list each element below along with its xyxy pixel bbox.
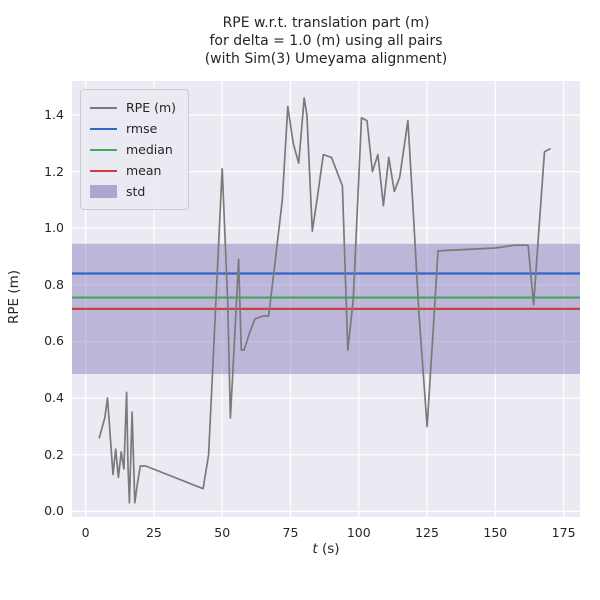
x-tick-label: 25 <box>145 525 162 540</box>
y-tick-label: 0.2 <box>44 446 64 462</box>
legend-label: median <box>126 142 173 157</box>
y-axis-label: RPE (m) <box>6 269 22 325</box>
legend-label: rmse <box>126 121 158 136</box>
y-tick-label: 0.8 <box>44 276 64 292</box>
legend-entry-rpe-m-: RPE (m) <box>90 97 176 118</box>
legend-label: mean <box>126 163 162 178</box>
y-tick-label: 0.6 <box>44 333 64 349</box>
x-tick-label: 125 <box>415 525 439 540</box>
y-tick-label: 0.0 <box>44 503 64 519</box>
legend-line-swatch-icon <box>90 148 117 151</box>
x-tick-label: 0 <box>81 525 90 540</box>
x-tick-label: 75 <box>282 525 299 540</box>
legend-band-swatch-icon <box>90 185 117 198</box>
legend-entry-mean: mean <box>90 160 176 181</box>
y-tick-label: 1.0 <box>44 220 64 236</box>
x-tick-label: 100 <box>346 525 371 540</box>
x-axis-label-variable: t <box>312 541 318 557</box>
chart-title-line-3: (with Sim(3) Umeyama alignment) <box>204 51 448 68</box>
legend-line-swatch-icon <box>90 127 117 130</box>
chart-title: RPE w.r.t. translation part (m) for delt… <box>72 14 580 69</box>
y-tick-label: 0.4 <box>44 390 64 406</box>
x-axis-label-unit: (s) <box>317 541 340 557</box>
legend-line-swatch-icon <box>90 106 117 109</box>
rpe-line <box>98 97 551 504</box>
legend-label: RPE (m) <box>126 100 177 115</box>
y-tick-label: 1.2 <box>44 163 64 179</box>
legend-label: std <box>126 184 146 199</box>
x-axis-label: t (s) <box>72 541 580 557</box>
x-tick-label: 150 <box>483 525 508 540</box>
x-tick-label: 175 <box>551 525 576 540</box>
legend-entry-median: median <box>90 139 176 160</box>
legend-entry-rmse: rmse <box>90 118 176 139</box>
chart-title-line-1: RPE w.r.t. translation part (m) <box>222 15 430 31</box>
x-tick-label: 50 <box>214 525 231 540</box>
legend: RPE (m) rmse median mean std <box>80 89 190 210</box>
chart-title-line-2: for delta = 1.0 (m) using all pairs <box>209 33 443 50</box>
y-tick-label: 1.4 <box>44 106 64 122</box>
legend-line-swatch-icon <box>90 169 117 172</box>
legend-entry-std: std <box>90 181 176 202</box>
